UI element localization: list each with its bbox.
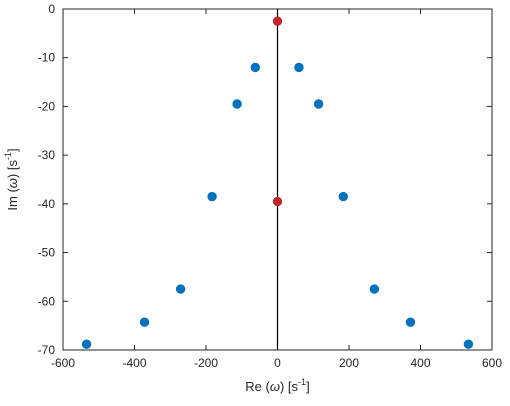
- y-axis-label-prefix: Im (: [5, 188, 20, 211]
- y-tick-label: -40: [38, 197, 56, 211]
- x-tick-label: 200: [339, 356, 359, 370]
- y-tick-label: 0: [48, 2, 55, 16]
- y-tick-label: -50: [38, 246, 56, 260]
- y-tick-label: -70: [38, 343, 56, 357]
- y-axis-label-suffix: ]: [5, 148, 20, 152]
- data-point-blue: [139, 317, 150, 327]
- data-point-blue: [463, 339, 474, 349]
- x-axis-label: Re (ω) [s-1]: [245, 377, 309, 394]
- x-tick-label: 400: [410, 356, 430, 370]
- x-tick-label: -600: [51, 356, 75, 370]
- data-point-blue: [81, 339, 92, 349]
- data-point-red: [272, 16, 283, 26]
- x-axis-label-suffix: ]: [306, 379, 310, 394]
- x-axis-label-prefix: Re (: [245, 379, 270, 394]
- x-axis-label-symbol: ω: [270, 379, 280, 394]
- axis-ticks: -600 -400 -200 0 200 400 600 0 -10 -20 -30 -40 -50 -6…: [38, 2, 503, 370]
- data-point-blue: [338, 191, 348, 202]
- data-points: [81, 16, 474, 349]
- data-point-blue: [207, 191, 217, 202]
- y-axis-label-symbol: ω: [5, 178, 20, 188]
- data-point-blue: [294, 62, 304, 73]
- y-axis-label-exponent: -1: [3, 152, 13, 160]
- y-axis-label-mid: ) [s: [5, 160, 20, 179]
- x-tick-label: -400: [122, 356, 146, 370]
- data-point-blue: [250, 62, 261, 73]
- plot-frame: [62, 8, 493, 351]
- data-point-blue: [232, 99, 242, 109]
- x-axis-label-exponent: -1: [298, 377, 306, 387]
- x-tick-label: 0: [274, 356, 281, 370]
- data-point-blue: [175, 284, 186, 294]
- y-tick-label: -60: [38, 294, 56, 308]
- y-axis-label: Im (ω) [s-1]: [3, 148, 20, 210]
- x-axis-label-mid: ) [s: [280, 379, 299, 394]
- y-tick-label: -20: [38, 99, 56, 113]
- data-point-blue: [369, 284, 380, 294]
- y-tick-label: -30: [38, 148, 56, 162]
- data-point-blue: [405, 317, 416, 327]
- x-tick-label: 600: [482, 356, 502, 370]
- data-point-blue: [313, 99, 324, 109]
- x-tick-label: -200: [194, 356, 218, 370]
- y-tick-label: -10: [38, 51, 56, 65]
- data-point-red: [272, 196, 283, 207]
